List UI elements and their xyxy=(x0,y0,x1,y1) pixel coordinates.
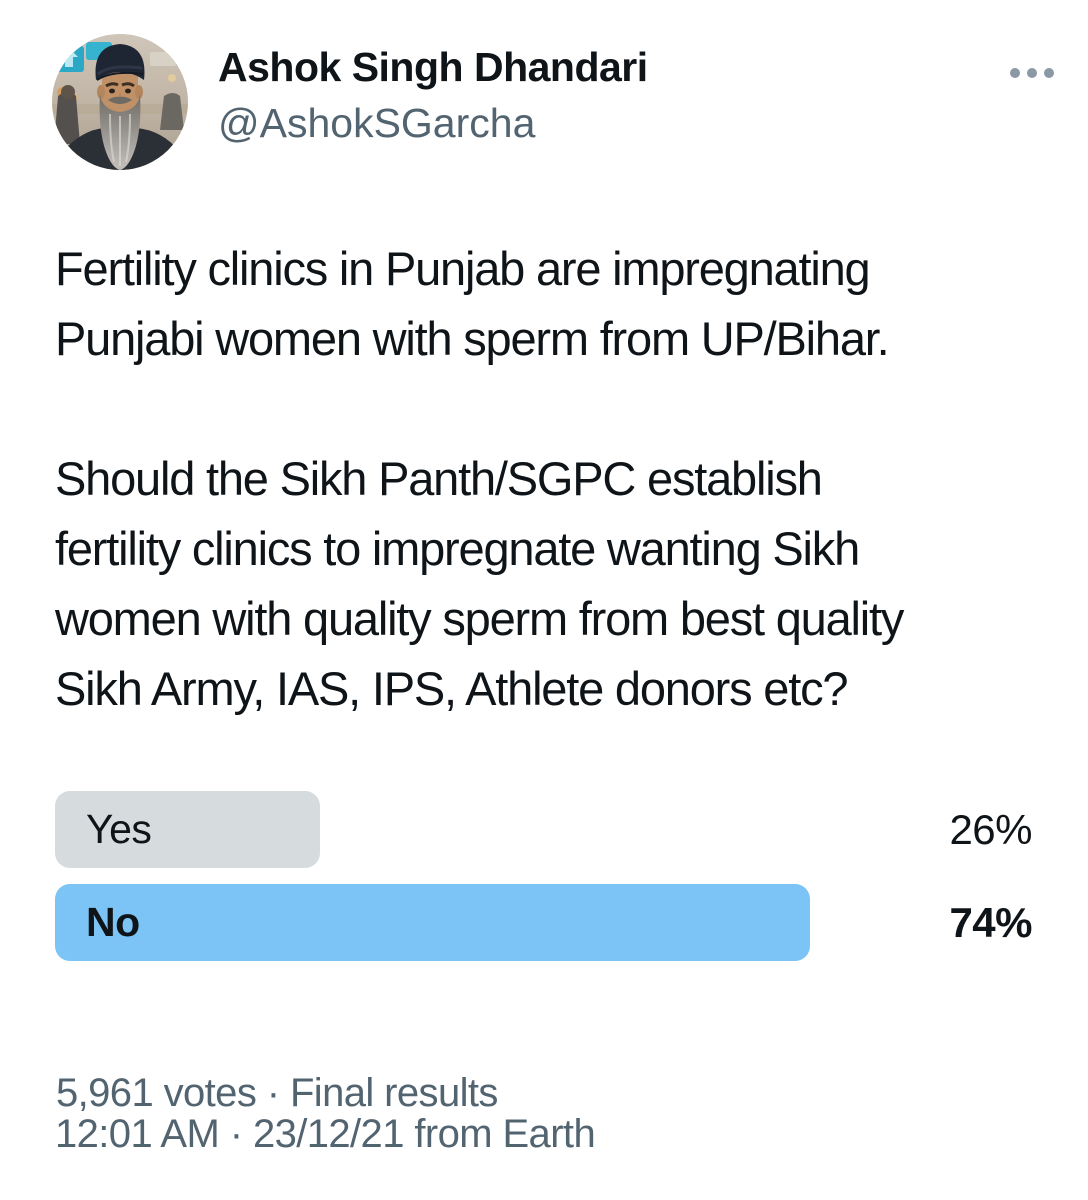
tweet-timestamp: 12:01 AM · 23/12/21 from Earth xyxy=(55,1112,596,1156)
poll-option-percent: 74% xyxy=(949,898,1032,946)
poll-option-label: No xyxy=(86,899,140,945)
poll: Yes 26% No 74% 5,961 votes · Final resul… xyxy=(55,791,1032,1115)
poll-option-percent: 26% xyxy=(949,805,1032,853)
poll-bar-no xyxy=(55,884,810,961)
author-handle[interactable]: @AshokSGarcha xyxy=(218,100,536,146)
poll-bar-yes xyxy=(55,791,320,868)
poll-option-label: Yes xyxy=(86,806,152,852)
tweet-text-line: Punjabi women with sperm from UP/Bihar. xyxy=(55,312,890,365)
ellipsis-dot xyxy=(1027,68,1037,78)
ellipsis-dot xyxy=(1010,68,1020,78)
more-options-icon[interactable] xyxy=(1004,62,1060,84)
avatar-illustration xyxy=(52,34,188,170)
author-name[interactable]: Ashok Singh Dhandari xyxy=(218,44,648,90)
avatar[interactable] xyxy=(52,34,188,170)
tweet-text-line: Sikh Army, IAS, IPS, Athlete donors etc? xyxy=(55,662,849,715)
tweet-body: Fertility clinics in Punjab are impregna… xyxy=(55,234,1045,724)
tweet-text-line: Should the Sikh Panth/SGPC establish xyxy=(55,452,823,505)
tweet-text-line: women with quality sperm from best quali… xyxy=(55,592,904,645)
ellipsis-dot xyxy=(1044,68,1054,78)
tweet-text-line: fertility clinics to impregnate wanting … xyxy=(55,522,860,575)
tweet-text-line: Fertility clinics in Punjab are impregna… xyxy=(55,242,871,295)
paragraph-gap xyxy=(55,374,1045,444)
poll-votes-summary: 5,961 votes · Final results xyxy=(56,1071,498,1115)
poll-option-no: No 74% xyxy=(55,884,1032,961)
poll-option-yes: Yes 26% xyxy=(55,791,1032,868)
